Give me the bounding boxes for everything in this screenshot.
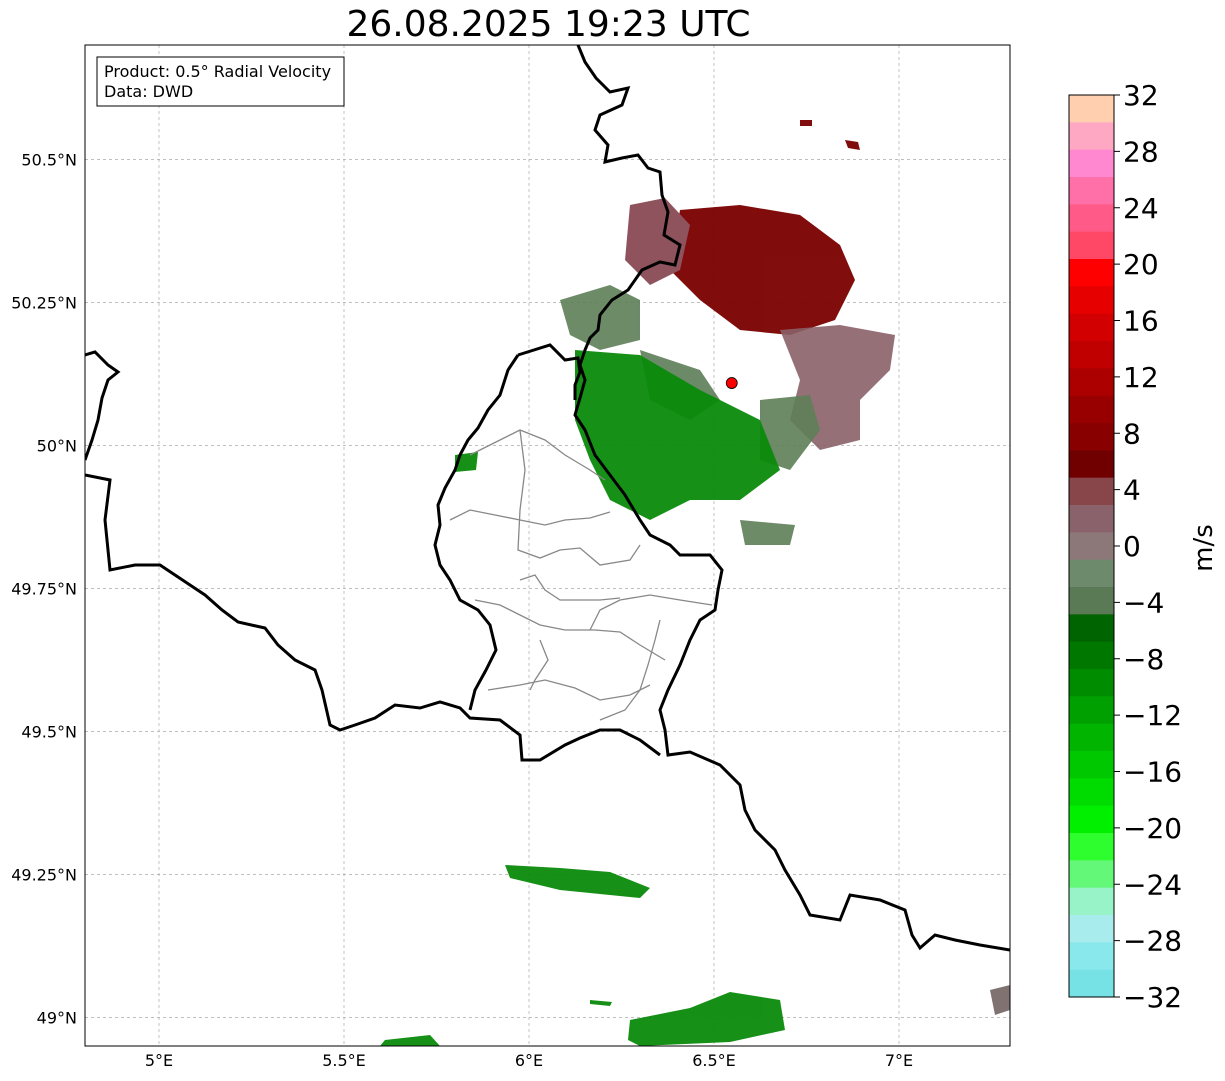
lat-tick-label: 49.75°N: [11, 579, 77, 598]
lon-tick-label: 6.5°E: [692, 1051, 736, 1070]
colorbar-segment: [1069, 341, 1114, 369]
map-frame: [84, 44, 1011, 1047]
colorbar-segment: [1069, 614, 1114, 643]
lat-tick-label: 49.5°N: [21, 722, 77, 741]
colorbar-unit-label: m/s: [1189, 524, 1219, 572]
radar-site-marker: [725, 377, 738, 389]
colorbar-segment: [1069, 231, 1114, 260]
colorbar-segment: [1069, 587, 1114, 615]
info-box: Product: 0.5° Radial Velocity Data: DWD: [96, 56, 345, 107]
colorbar-tick-label: 20: [1123, 248, 1159, 281]
colorbar-segment: [1069, 805, 1114, 834]
colorbar-segment: [1069, 423, 1114, 451]
radar-site-dot: [725, 377, 738, 389]
colorbar-segment: [1069, 669, 1114, 697]
info-product: Product: 0.5° Radial Velocity: [104, 62, 331, 81]
colorbar-segment: [1069, 696, 1114, 725]
lat-tick-label: 50°N: [37, 436, 77, 455]
colorbar-segment: [1069, 751, 1114, 779]
colorbar: 32 28 24 20 16 12 8 4 0 −4 −8 −12 −16 −20 −24 −28 −32: [1068, 79, 1182, 1014]
info-data-source: Data: DWD: [104, 82, 193, 101]
echo-outbound-red: [625, 120, 860, 335]
colorbar-tick-label: −24: [1123, 868, 1182, 901]
admin-borders: [449, 429, 713, 721]
colorbar-segment: [1069, 887, 1114, 916]
colorbar-segment: [1069, 368, 1114, 397]
colorbar-segment: [1069, 177, 1114, 205]
colorbar-tick-label: 8: [1123, 417, 1141, 450]
colorbar-tick-label: 16: [1123, 305, 1159, 338]
colorbar-tick-label: −4: [1123, 586, 1164, 619]
colorbar-tick-label: 4: [1123, 474, 1141, 507]
colorbar-segment: [1069, 559, 1114, 588]
colorbar-tick-label: 12: [1123, 361, 1159, 394]
colorbar-tick-label: −16: [1123, 756, 1182, 789]
colorbar-tick-label: −28: [1123, 925, 1182, 958]
colorbar-segment: [1069, 723, 1114, 752]
colorbar-segment: [1069, 532, 1114, 561]
lat-tick-label: 49°N: [37, 1008, 77, 1027]
colorbar-tick-label: 0: [1123, 530, 1141, 563]
country-borders: [85, 45, 1010, 952]
colorbar-segment: [1069, 259, 1114, 287]
colorbar-segment: [1069, 860, 1114, 889]
colorbar-segment: [1069, 122, 1114, 151]
colorbar-segment: [1069, 969, 1114, 998]
lon-tick-label: 5.5°E: [322, 1051, 366, 1070]
lon-tick-label: 7°E: [885, 1051, 913, 1070]
colorbar-segment: [1069, 942, 1114, 971]
colorbar-segment: [1069, 204, 1114, 233]
colorbar-segment: [1069, 149, 1114, 178]
lon-tick-label: 6°E: [515, 1051, 543, 1070]
axis-tick-labels: 50.5°N 50.25°N 50°N 49.75°N 49.5°N 49.25°N 49°…: [11, 150, 913, 1070]
echo-inbound-green: [380, 350, 1010, 1046]
colorbar-segment: [1069, 313, 1114, 342]
colorbar-segment: [1069, 641, 1114, 670]
chart-title: 26.08.2025 19:23 UTC: [346, 4, 751, 45]
lat-tick-label: 49.25°N: [11, 865, 77, 884]
colorbar-segment: [1069, 505, 1114, 533]
colorbar-segment: [1069, 395, 1114, 424]
colorbar-segment: [1069, 778, 1114, 807]
colorbar-tick-label: −20: [1123, 812, 1182, 845]
velocity-echoes: [380, 120, 1010, 1046]
lat-tick-label: 50.5°N: [21, 150, 77, 169]
colorbar-segment: [1069, 450, 1114, 479]
colorbar-tick-label: −32: [1123, 981, 1182, 1014]
colorbar-segment: [1069, 95, 1114, 123]
colorbar-segment: [1069, 286, 1114, 315]
colorbar-segment: [1069, 833, 1114, 861]
colorbar-segment: [1069, 915, 1114, 943]
colorbar-tick-label: 28: [1123, 135, 1159, 168]
colorbar-tick-label: 32: [1123, 79, 1159, 112]
colorbar-tick-label: 24: [1123, 192, 1159, 225]
colorbar-tick-label: −12: [1123, 699, 1182, 732]
colorbar-segment: [1069, 477, 1114, 506]
lat-tick-label: 50.25°N: [11, 293, 77, 312]
lon-tick-label: 5°E: [145, 1051, 173, 1070]
colorbar-tick-label: −8: [1123, 643, 1164, 676]
map-area: [85, 45, 1010, 1046]
gridlines: [85, 45, 1010, 1046]
